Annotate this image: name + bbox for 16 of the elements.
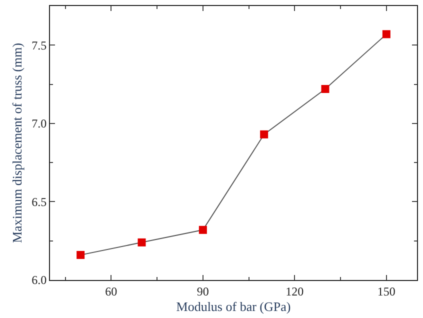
point	[138, 238, 146, 246]
y-tick-label: 6.0	[32, 273, 47, 288]
y-tick-label: 6.5	[32, 194, 47, 209]
y-tick-label: 7.0	[32, 116, 47, 131]
x-tick-label: 60	[105, 284, 118, 298]
y-axis-title: Maximum displacement of truss (mm)	[10, 42, 25, 244]
point	[321, 84, 330, 93]
x-tick-label: 150	[377, 284, 396, 298]
y-tick-label: 7.5	[32, 38, 47, 52]
x-axis-title: Modulus of bar (GPa)	[176, 299, 291, 314]
point	[198, 226, 207, 234]
x-tick-label: 90	[196, 284, 209, 298]
x-tick-label: 120	[286, 284, 304, 298]
point	[382, 30, 390, 38]
point	[260, 130, 268, 138]
point	[76, 250, 85, 259]
